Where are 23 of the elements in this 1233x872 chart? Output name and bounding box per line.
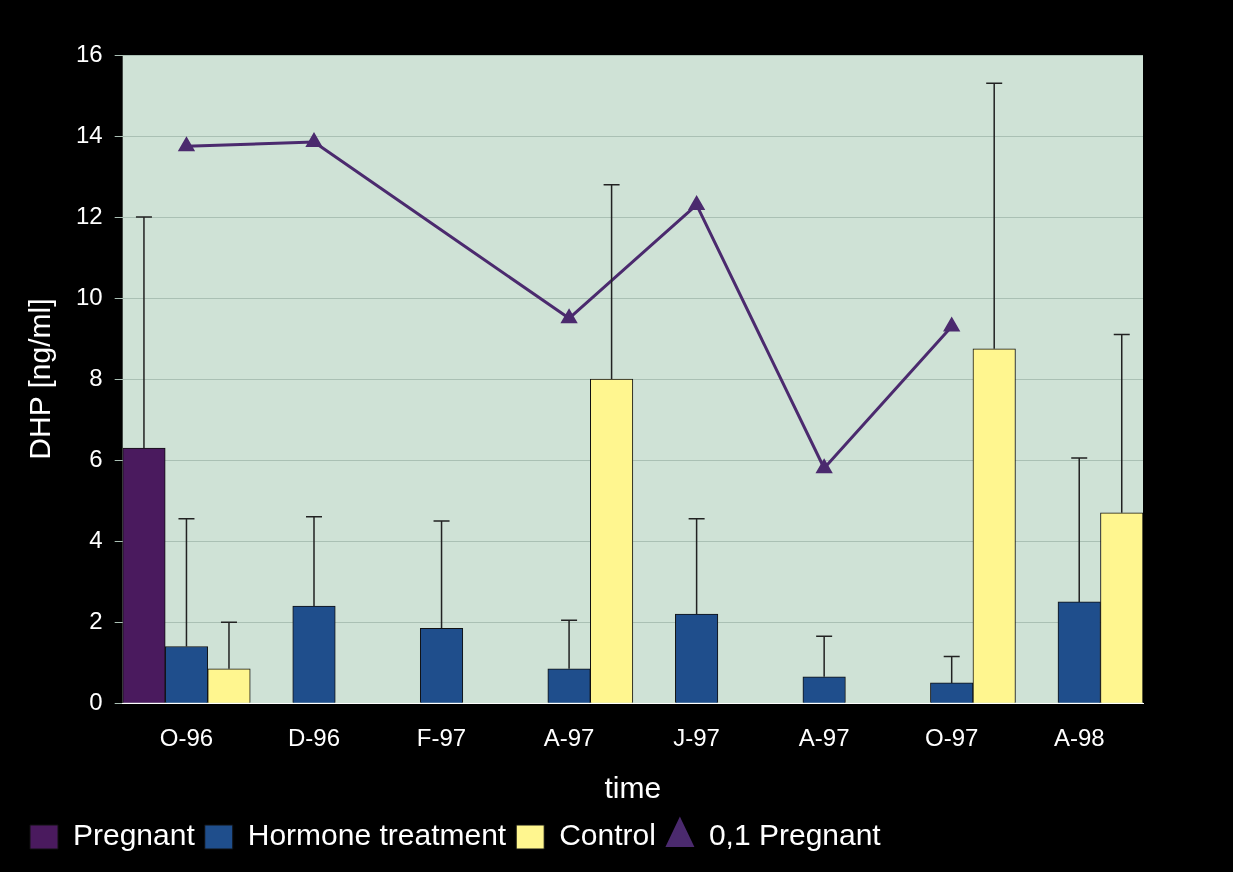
legend-label: 0,1 Pregnant (708, 818, 882, 852)
x-tick-label: A-97 (543, 724, 595, 752)
y-tick-label: 6 (89, 444, 103, 472)
y-tick-label: 16 (75, 39, 103, 67)
x-tick-label: O-96 (159, 724, 214, 752)
x-tick-label: F-97 (416, 724, 467, 752)
y-tick-label: 14 (75, 120, 103, 148)
y-tick-label: 12 (75, 201, 103, 229)
x-tick-label: D-96 (287, 724, 341, 752)
legend-label: Control (559, 818, 656, 852)
x-tick-label: J-97 (673, 724, 720, 752)
x-tick-label: A-98 (1053, 724, 1105, 752)
x-tick-label: O-97 (925, 724, 979, 752)
y-tick-label: 0 (89, 687, 103, 715)
x-tick-label: A-97 (798, 724, 850, 752)
legend-label: Hormone treatment (247, 818, 507, 852)
y-tick-label: 4 (89, 525, 103, 553)
y-tick-label: 2 (89, 606, 103, 634)
y-axis-title: DHP [ng/ml] (23, 298, 57, 460)
y-tick-label: 10 (75, 282, 103, 310)
legend-label: Pregnant (73, 818, 196, 852)
x-axis-title: time (604, 771, 662, 805)
y-tick-label: 8 (89, 363, 103, 391)
